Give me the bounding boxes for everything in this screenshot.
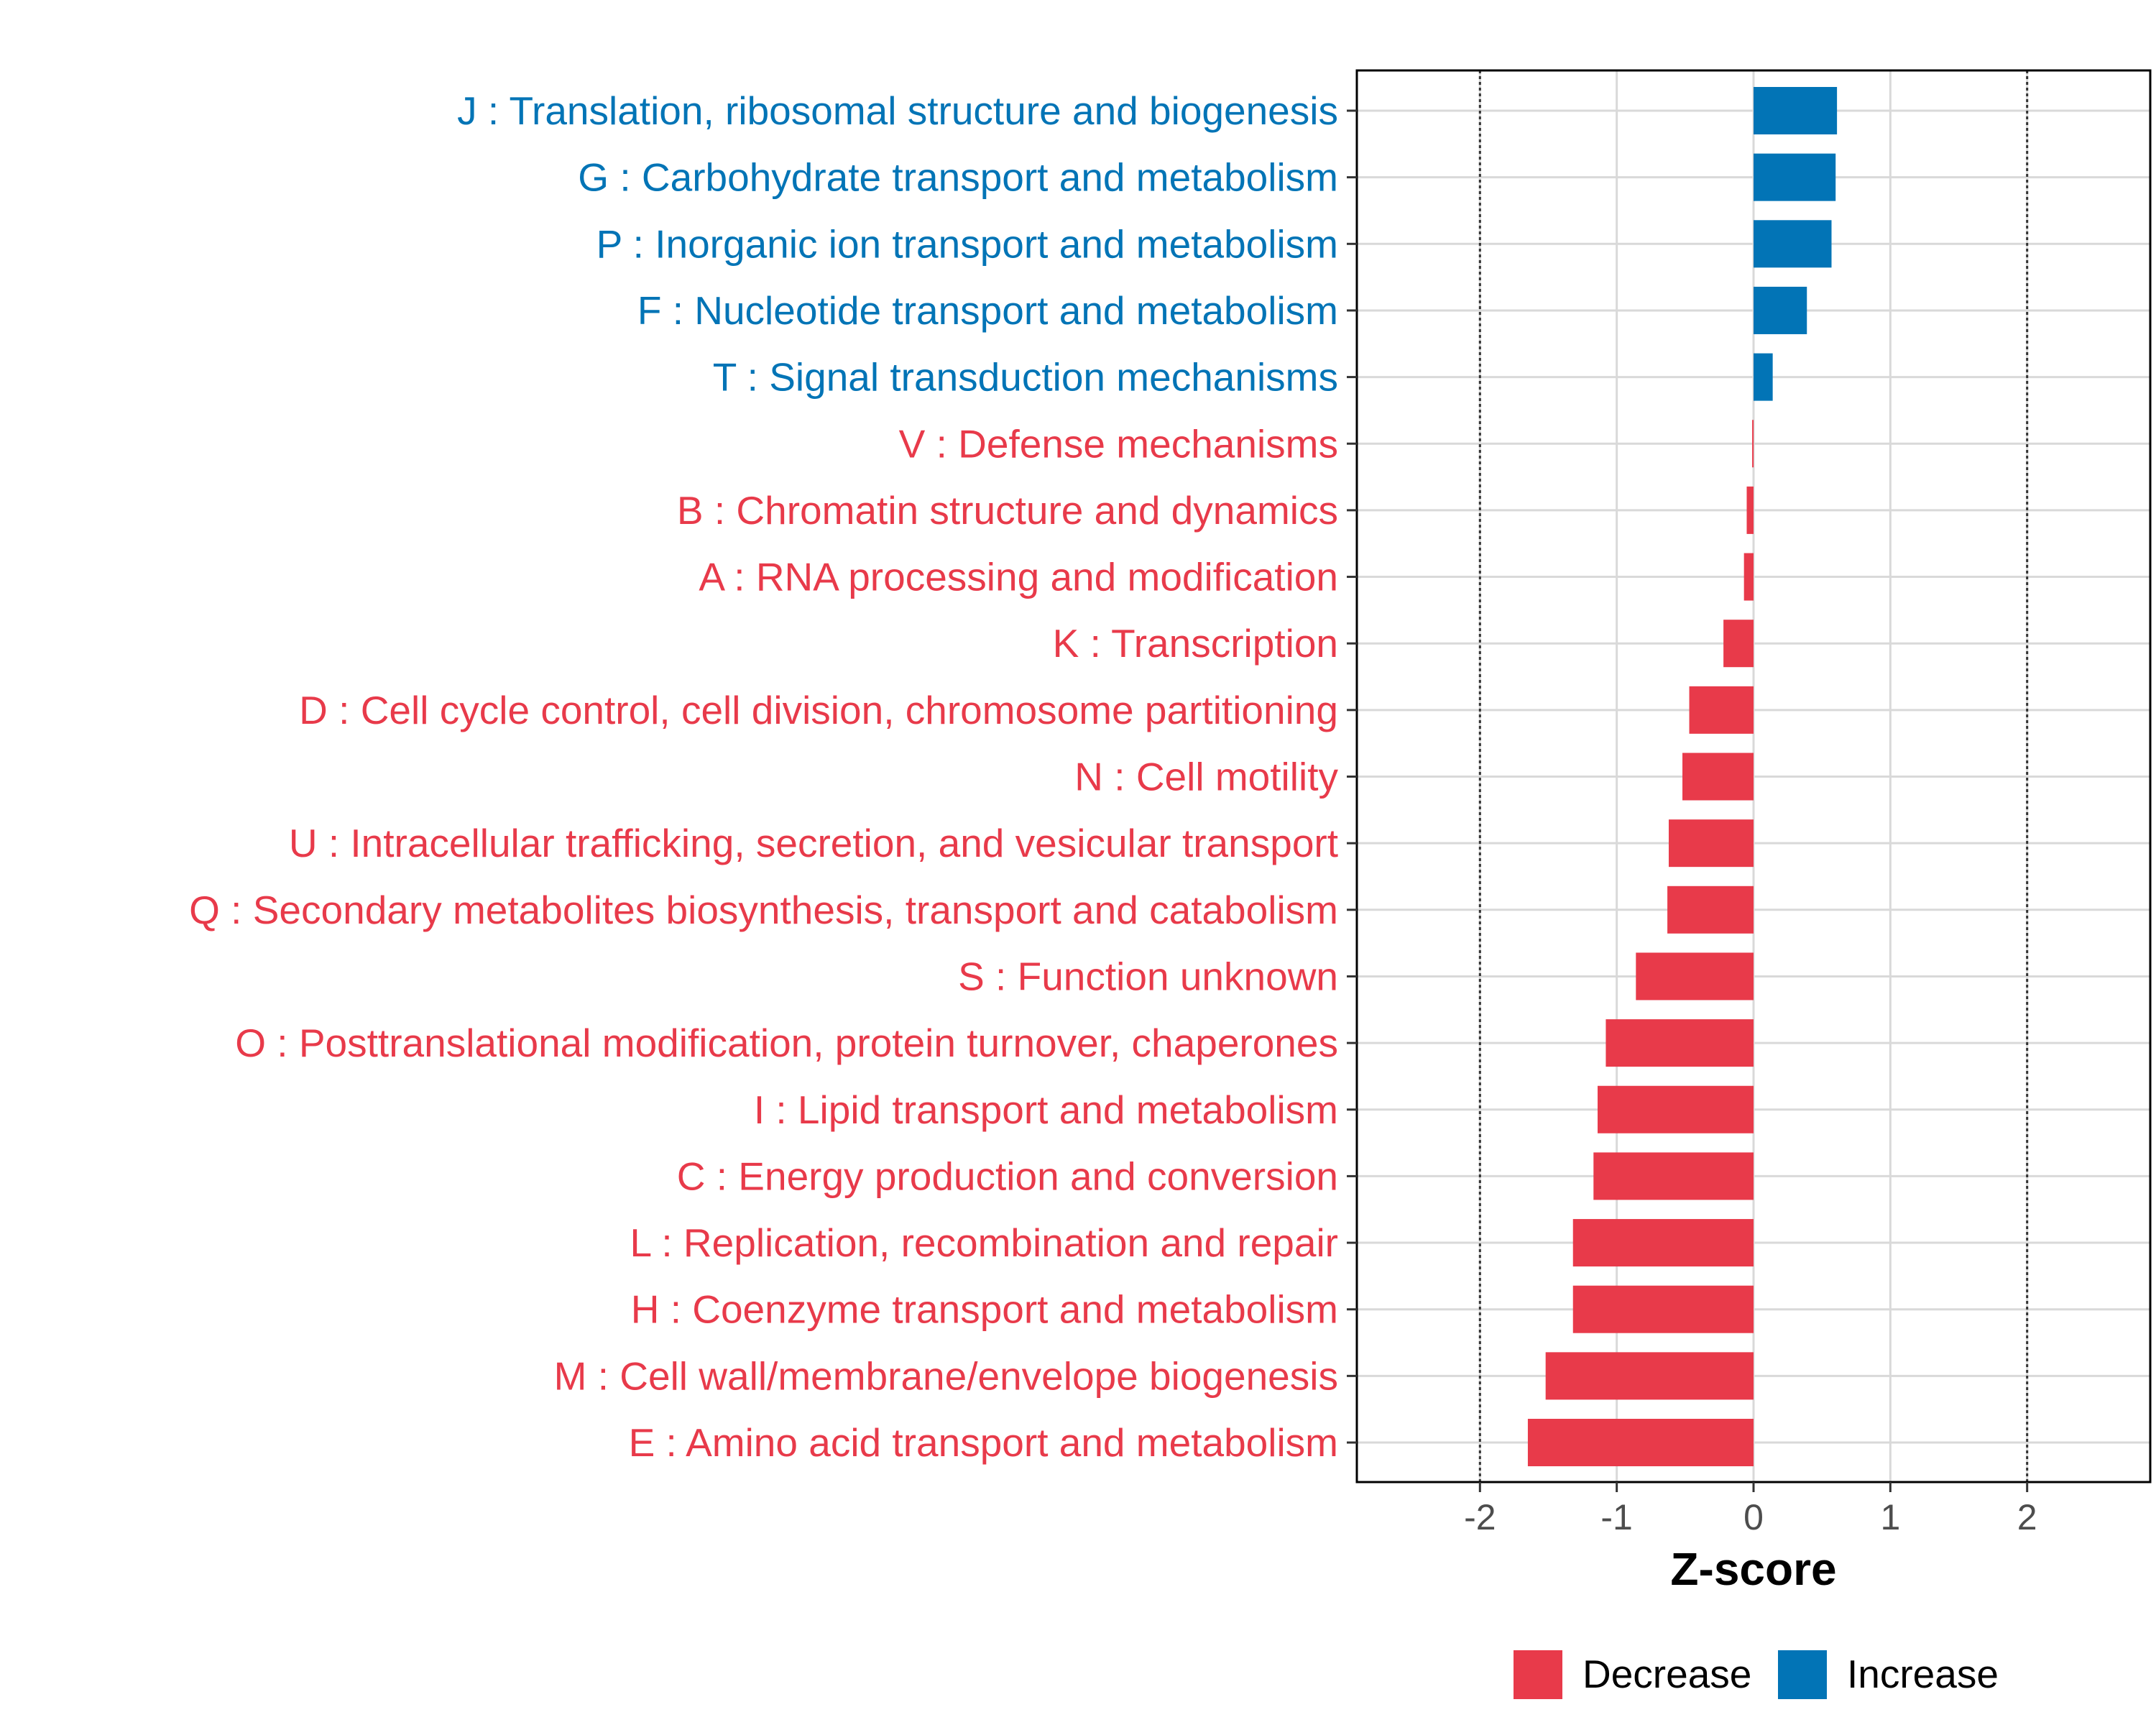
- category-label: M : Cell wall/membrane/envelope biogenes…: [554, 1353, 1338, 1398]
- x-tick-label: -2: [1464, 1497, 1496, 1537]
- category-label: L : Replication, recombination and repai…: [630, 1220, 1338, 1265]
- bar: [1754, 153, 1836, 201]
- legend-swatch-increase: [1778, 1650, 1827, 1699]
- category-label: T : Signal transduction mechanisms: [713, 355, 1338, 400]
- category-label: N : Cell motility: [1074, 755, 1338, 799]
- category-label: B : Chromatin structure and dynamics: [677, 488, 1338, 533]
- x-tick-label: 1: [1880, 1497, 1900, 1537]
- bar: [1606, 1019, 1754, 1067]
- category-label: G : Carbohydrate transport and metabolis…: [578, 155, 1338, 200]
- bar: [1668, 819, 1754, 868]
- bar: [1572, 1285, 1754, 1333]
- category-label: D : Cell cycle control, cell division, c…: [299, 688, 1338, 732]
- bar: [1682, 753, 1754, 801]
- bar: [1572, 1219, 1754, 1267]
- category-label: C : Energy production and conversion: [677, 1154, 1338, 1198]
- category-label: F : Nucleotide transport and metabolism: [637, 288, 1338, 333]
- bar: [1746, 486, 1754, 534]
- bar: [1667, 886, 1754, 934]
- legend: Decrease Increase: [1514, 1650, 1999, 1699]
- legend-label-increase: Increase: [1847, 1652, 1999, 1696]
- category-label: H : Coenzyme transport and metabolism: [631, 1287, 1338, 1332]
- category-label: A : RNA processing and modification: [699, 555, 1338, 599]
- category-label: V : Defense mechanisms: [899, 421, 1338, 466]
- bar: [1754, 87, 1838, 134]
- bars: [1527, 87, 1838, 1466]
- bar: [1689, 686, 1754, 734]
- bar: [1527, 1419, 1754, 1466]
- bar: [1593, 1152, 1754, 1200]
- category-label: J : Translation, ribosomal structure and…: [457, 88, 1338, 133]
- y-axis-category-labels: J : Translation, ribosomal structure and…: [189, 88, 1338, 1465]
- bar: [1598, 1085, 1754, 1133]
- bar: [1754, 220, 1832, 268]
- bar: [1545, 1352, 1754, 1400]
- x-tick-label: -1: [1600, 1497, 1632, 1537]
- category-label: U : Intracellular trafficking, secretion…: [289, 821, 1338, 865]
- category-label: P : Inorganic ion transport and metaboli…: [596, 221, 1338, 266]
- bar: [1752, 420, 1754, 468]
- category-label: Q : Secondary metabolites biosynthesis, …: [189, 888, 1338, 932]
- category-label: E : Amino acid transport and metabolism: [629, 1420, 1338, 1465]
- bar: [1743, 553, 1754, 601]
- x-axis-ticks: -2 -1 0 1 2: [1464, 1482, 2037, 1537]
- bar: [1754, 286, 1807, 334]
- bar: [1723, 620, 1754, 668]
- x-axis-title: Z-score: [1670, 1543, 1836, 1595]
- bar: [1754, 353, 1773, 401]
- legend-label-decrease: Decrease: [1583, 1652, 1751, 1696]
- category-label: O : Posttranslational modification, prot…: [235, 1021, 1338, 1065]
- legend-swatch-decrease: [1514, 1650, 1562, 1699]
- y-axis-ticks: [1347, 109, 1357, 1444]
- category-label: I : Lipid transport and metabolism: [754, 1087, 1338, 1132]
- bar: [1636, 952, 1754, 1000]
- category-label: K : Transcription: [1053, 621, 1338, 666]
- x-tick-label: 2: [2017, 1497, 2037, 1537]
- category-label: S : Function unknown: [958, 954, 1338, 998]
- x-tick-label: 0: [1743, 1497, 1764, 1537]
